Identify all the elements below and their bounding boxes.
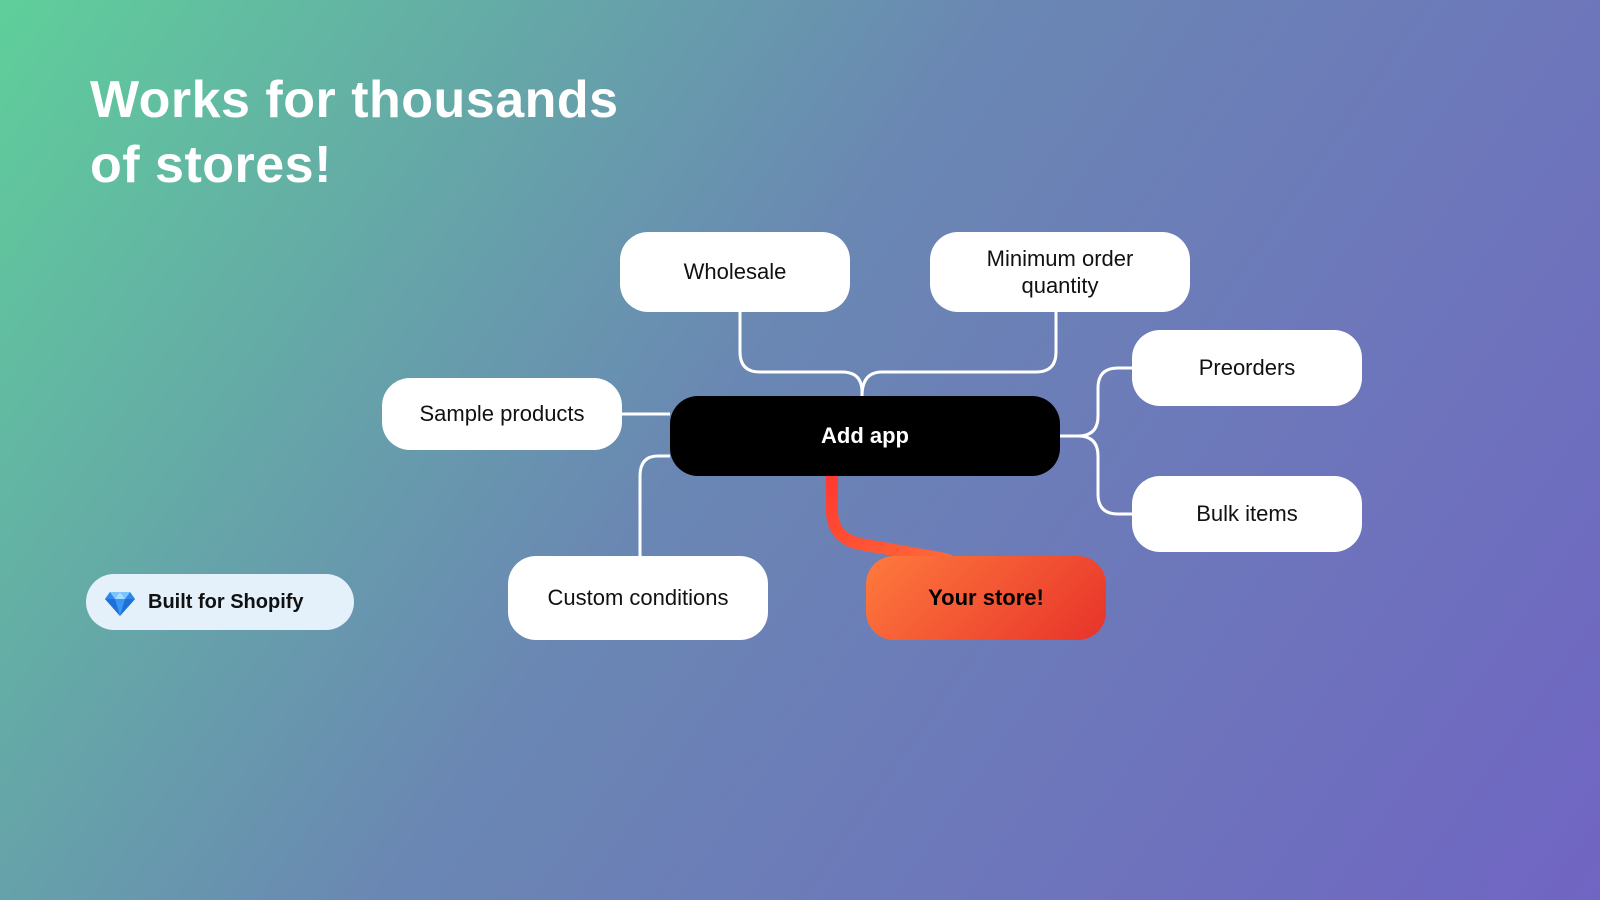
node-label: Wholesale xyxy=(684,258,787,286)
node-label: Sample products xyxy=(419,400,584,428)
node-bulk: Bulk items xyxy=(1132,476,1362,552)
page-title: Works for thousands of stores! xyxy=(90,68,619,198)
node-label: Add app xyxy=(821,422,909,450)
node-preorders: Preorders xyxy=(1132,330,1362,406)
built-for-shopify-badge: Built for Shopify xyxy=(86,574,354,630)
node-label: Bulk items xyxy=(1196,500,1297,528)
diamond-icon xyxy=(104,586,136,618)
node-add-app[interactable]: Add app xyxy=(670,396,1060,476)
node-sample: Sample products xyxy=(382,378,622,450)
node-label: Your store! xyxy=(928,584,1044,612)
node-label: Minimum order quantity xyxy=(950,245,1170,300)
node-moq: Minimum order quantity xyxy=(930,232,1190,312)
node-wholesale: Wholesale xyxy=(620,232,850,312)
node-label: Preorders xyxy=(1199,354,1296,382)
node-custom: Custom conditions xyxy=(508,556,768,640)
heading-line-1: Works for thousands xyxy=(90,71,619,129)
badge-label: Built for Shopify xyxy=(148,591,304,614)
node-label: Custom conditions xyxy=(548,584,729,612)
node-your-store: Your store! xyxy=(866,556,1106,640)
heading-line-2: of stores! xyxy=(90,136,332,194)
